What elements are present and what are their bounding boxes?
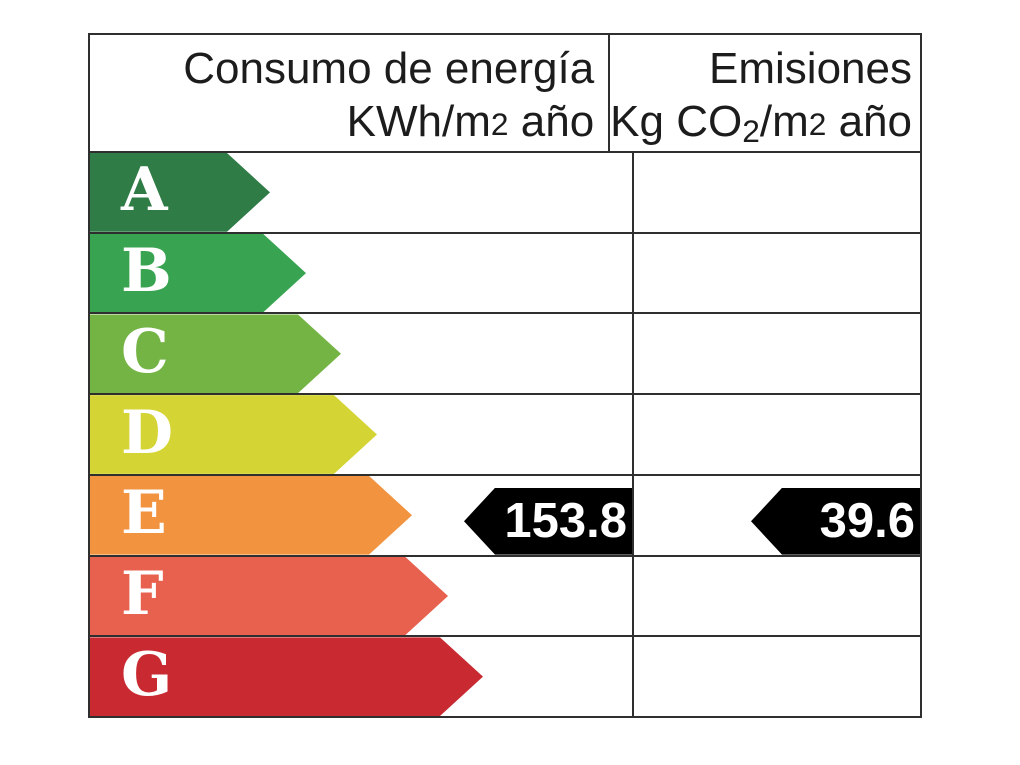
emissions-cell-a (632, 153, 920, 232)
emissions-cell-c (632, 314, 920, 394)
emissions-co2-subscript: 2 (742, 113, 760, 150)
emissions-unit-mid: /m (759, 97, 809, 146)
emissions-header-line2: Kg CO2/m2 año (610, 95, 912, 152)
emissions-unit-pre: Kg CO (610, 97, 743, 146)
rating-arrow-e: E (90, 476, 412, 555)
consumption-header-line2: KWh/m2 año (90, 95, 595, 152)
rating-row-d: D (90, 393, 920, 474)
emissions-value-arrow-label: 39.6 (819, 493, 915, 548)
emissions-unit-post: año (826, 97, 912, 146)
rating-arrow-c: C (90, 314, 341, 393)
rating-row-a: A (90, 151, 920, 232)
rating-row-e: E 153.8 39.6 (90, 473, 920, 555)
consumption-header-line1: Consumo de energía (183, 44, 595, 93)
consumption-cell-g: G (90, 637, 632, 716)
certificate-table: Consumo de energía KWh/m2 año Emisiones … (88, 33, 922, 718)
emissions-header: Emisiones Kg CO2/m2 año (608, 35, 920, 151)
consumption-value-arrow: 153.8 (464, 487, 632, 555)
emissions-header-line1: Emisiones (709, 44, 912, 93)
emissions-unit-exponent: 2 (808, 105, 827, 142)
rating-letter-c: C (121, 316, 169, 387)
consumption-cell-d: D (90, 395, 632, 474)
rating-arrow-a: A (90, 153, 270, 232)
rating-arrow-b: B (90, 234, 306, 313)
rating-arrow-d: D (90, 395, 377, 474)
consumption-unit-pre: KWh/m (346, 97, 491, 146)
rating-arrow-g: G (90, 637, 483, 716)
emissions-cell-e: 39.6 (632, 475, 920, 555)
rating-letter-a: A (121, 155, 168, 226)
consumption-cell-e: E 153.8 (90, 476, 632, 555)
emissions-cell-d (632, 395, 920, 474)
header-row: Consumo de energía KWh/m2 año Emisiones … (90, 35, 920, 151)
rating-row-c: C (90, 312, 920, 394)
consumption-cell-f: F (90, 557, 632, 636)
rating-letter-b: B (121, 236, 172, 307)
rating-letter-e: E (121, 478, 167, 549)
consumption-unit-exponent: 2 (490, 105, 509, 142)
consumption-unit-post: año (508, 97, 595, 146)
consumption-cell-c: C (90, 314, 632, 393)
consumption-cell-b: B (90, 234, 632, 313)
consumption-cell-a: A (90, 153, 632, 232)
rating-row-g: G (90, 635, 920, 717)
emissions-value-arrow: 39.6 (751, 487, 920, 555)
rating-letter-d: D (121, 397, 174, 468)
rating-letter-f: F (121, 558, 164, 629)
consumption-header: Consumo de energía KWh/m2 año (90, 35, 608, 151)
rating-letter-g: G (121, 639, 173, 710)
emissions-cell-g (632, 637, 920, 717)
emissions-cell-f (632, 556, 920, 636)
rating-rows: A B C D E 153.8 39.6 F G (90, 151, 920, 717)
rating-row-f: F (90, 554, 920, 636)
consumption-value-arrow-label: 153.8 (504, 493, 627, 548)
rating-arrow-f: F (90, 557, 448, 636)
rating-row-b: B (90, 231, 920, 313)
emissions-cell-b (632, 233, 920, 313)
